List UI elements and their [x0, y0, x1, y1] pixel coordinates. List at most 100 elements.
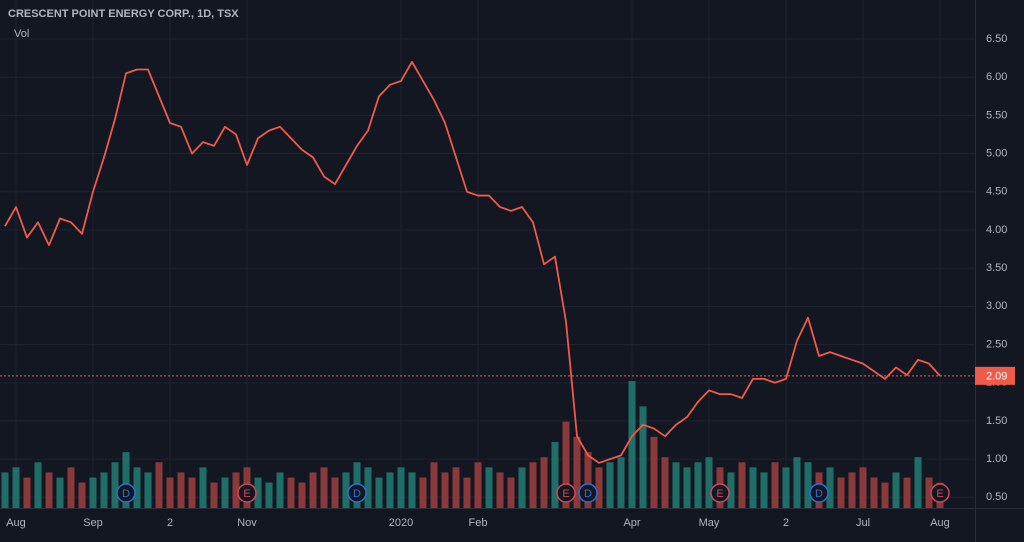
volume-bar	[738, 462, 746, 508]
volume-bar	[298, 482, 306, 508]
volume-bar	[276, 472, 284, 508]
event-marker	[116, 483, 136, 503]
volume-bar	[23, 477, 31, 508]
event-label: E	[716, 488, 723, 500]
volume-bar	[551, 441, 559, 508]
volume-bar	[232, 472, 240, 508]
y-tick-label: 3.50	[986, 262, 1007, 274]
volume-bar	[870, 477, 878, 508]
event-label: E	[243, 488, 250, 500]
volume-label: Vol	[14, 28, 29, 40]
x-tick-label: 2	[783, 517, 789, 529]
volume-bar	[650, 436, 658, 508]
event-label: E	[562, 488, 569, 500]
volume-bar	[925, 477, 933, 508]
y-tick-label: 6.50	[986, 33, 1007, 45]
volume-bar	[848, 472, 856, 508]
volume-bar	[408, 472, 416, 508]
volume-bar	[628, 381, 636, 508]
volume-bar	[573, 436, 581, 508]
volume-bar	[320, 467, 328, 508]
y-tick-label: 4.50	[986, 186, 1007, 198]
volume-bar	[419, 477, 427, 508]
volume-bar	[45, 472, 53, 508]
event-marker	[930, 483, 950, 503]
chart-title: CRESCENT POINT ENERGY CORP., 1D, TSX	[8, 8, 239, 20]
volume-bar	[914, 457, 922, 508]
volume-bar	[375, 477, 383, 508]
volume-bar	[155, 462, 163, 508]
volume-bar	[287, 477, 295, 508]
x-tick-label: Nov	[237, 517, 257, 529]
volume-bar	[584, 452, 592, 508]
volume-bar	[463, 477, 471, 508]
volume-bar	[100, 472, 108, 508]
volume-bar	[540, 457, 548, 508]
x-tick-label: Jul	[856, 517, 870, 529]
volume-bar	[67, 467, 75, 508]
x-tick-label: Sep	[83, 517, 103, 529]
volume-bar	[221, 477, 229, 508]
volume-bar	[518, 467, 526, 508]
volume-bar	[331, 477, 339, 508]
volume-bar	[89, 477, 97, 508]
volume-bar	[111, 462, 119, 508]
volume-bar	[78, 482, 86, 508]
volume-bar	[760, 472, 768, 508]
volume-bar	[793, 457, 801, 508]
volume-bar	[705, 457, 713, 508]
volume-bar	[397, 467, 405, 508]
volume-bar	[771, 462, 779, 508]
volume-bar	[617, 457, 625, 508]
y-tick-label: 2.50	[986, 338, 1007, 350]
y-tick-label: 5.00	[986, 147, 1007, 159]
event-marker	[347, 483, 367, 503]
y-tick-label: 3.00	[986, 300, 1007, 312]
volume-bar	[452, 467, 460, 508]
volume-bar	[1, 472, 9, 508]
volume-bar	[177, 472, 185, 508]
volume-bar	[133, 467, 141, 508]
volume-bar	[859, 467, 867, 508]
volume-bar	[265, 482, 273, 508]
volume-bar	[903, 477, 911, 508]
volume-bar	[474, 462, 482, 508]
volume-bar	[804, 462, 812, 508]
volume-bar	[188, 477, 196, 508]
y-tick-label: 4.00	[986, 224, 1007, 236]
y-tick-label: 0.50	[986, 491, 1007, 503]
y-tick-label: 1.00	[986, 453, 1007, 465]
volume-bar	[694, 462, 702, 508]
last-price-badge	[975, 366, 1015, 385]
volume-bar	[364, 467, 372, 508]
x-tick-label: Aug	[930, 517, 950, 529]
x-tick-label: 2020	[389, 517, 413, 529]
volume-bar	[529, 462, 537, 508]
x-tick-label: May	[699, 517, 720, 529]
volume-bar	[342, 472, 350, 508]
event-marker	[578, 483, 598, 503]
x-tick-label: Feb	[469, 517, 488, 529]
volume-bar	[606, 462, 614, 508]
volume-bar	[386, 472, 394, 508]
x-tick-label: Apr	[623, 517, 640, 529]
volume-bar	[12, 467, 20, 508]
volume-bar	[122, 452, 130, 508]
volume-bar	[34, 462, 42, 508]
volume-bar	[144, 472, 152, 508]
volume-bar	[683, 467, 691, 508]
event-marker	[809, 483, 829, 503]
x-tick-label: Aug	[6, 517, 26, 529]
x-tick-label: 2	[167, 517, 173, 529]
volume-bar	[562, 421, 570, 508]
volume-bar	[507, 477, 515, 508]
event-marker	[710, 483, 730, 503]
volume-bar	[166, 477, 174, 508]
event-marker	[556, 483, 576, 503]
volume-bar	[496, 472, 504, 508]
volume-bar	[749, 467, 757, 508]
volume-bar	[639, 406, 647, 508]
volume-bar	[837, 477, 845, 508]
